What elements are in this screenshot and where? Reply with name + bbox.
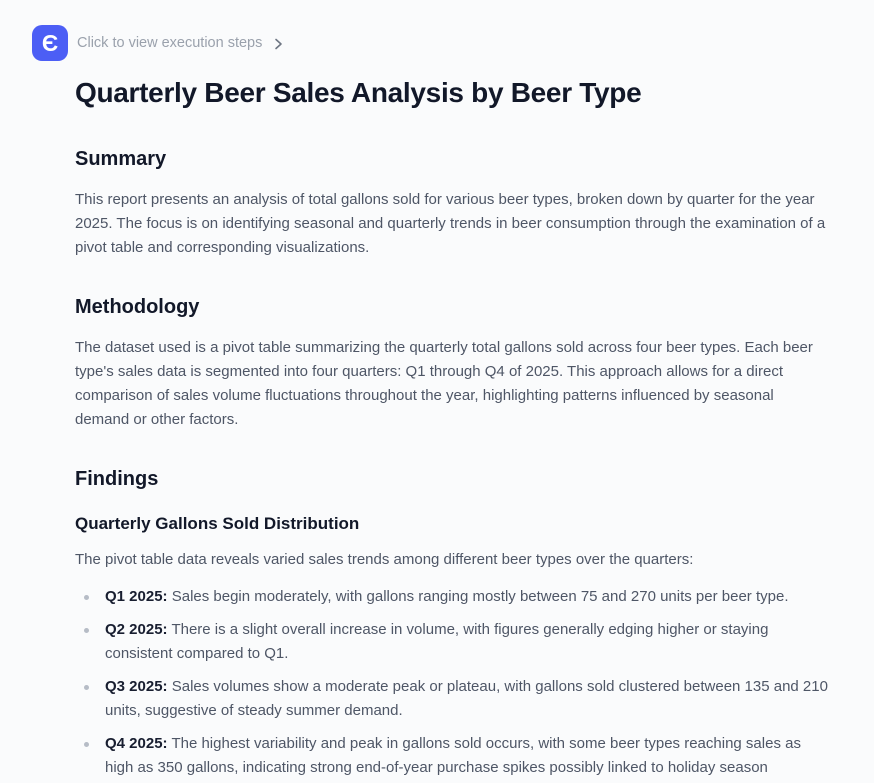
bullet-text: Sales volumes show a moderate peak or pl…	[105, 678, 828, 719]
list-item-q4: Q4 2025: The highest variability and pea…	[75, 732, 830, 783]
bullet-text: The highest variability and peak in gall…	[105, 735, 801, 776]
bullet-label: Q4 2025:	[105, 735, 168, 752]
execution-steps-link[interactable]: Click to view execution steps	[77, 35, 284, 51]
bullet-dot-icon	[84, 742, 89, 747]
bullet-label: Q2 2025:	[105, 621, 168, 638]
bullet-dot-icon	[84, 595, 89, 600]
page-title: Quarterly Beer Sales Analysis by Beer Ty…	[75, 77, 642, 108]
findings-heading: Findings	[75, 468, 159, 490]
list-item-q3: Q3 2025: Sales volumes show a moderate p…	[75, 675, 830, 723]
findings-subheading: Quarterly Gallons Sold Distribution	[75, 514, 360, 533]
bullet-text: There is a slight overall increase in vo…	[105, 621, 769, 662]
list-item-q2: Q2 2025: There is a slight overall incre…	[75, 618, 830, 666]
bullet-label: Q1 2025:	[105, 588, 168, 605]
bullet-text: Sales begin moderately, with gallons ran…	[171, 588, 789, 605]
findings-intro-paragraph: The pivot table data reveals varied sale…	[75, 551, 694, 568]
execution-steps-label: Click to view execution steps	[77, 35, 263, 51]
summary-paragraph: This report presents an analysis of tota…	[75, 191, 826, 256]
logo-glyph: Є	[41, 29, 59, 56]
methodology-heading: Methodology	[75, 296, 200, 318]
execution-steps-header: Є Click to view execution steps	[32, 25, 830, 61]
bullet-dot-icon	[84, 628, 89, 633]
bullet-label: Q3 2025:	[105, 678, 168, 695]
list-item-q1: Q1 2025: Sales begin moderately, with ga…	[75, 585, 830, 609]
app-logo-icon[interactable]: Є	[32, 25, 68, 61]
bullet-dot-icon	[84, 685, 89, 690]
report-content: Quarterly Beer Sales Analysis by Beer Ty…	[75, 74, 830, 783]
methodology-paragraph: The dataset used is a pivot table summar…	[75, 339, 813, 428]
chevron-right-icon	[272, 38, 284, 50]
findings-list: Q1 2025: Sales begin moderately, with ga…	[75, 585, 830, 783]
summary-heading: Summary	[75, 148, 167, 170]
